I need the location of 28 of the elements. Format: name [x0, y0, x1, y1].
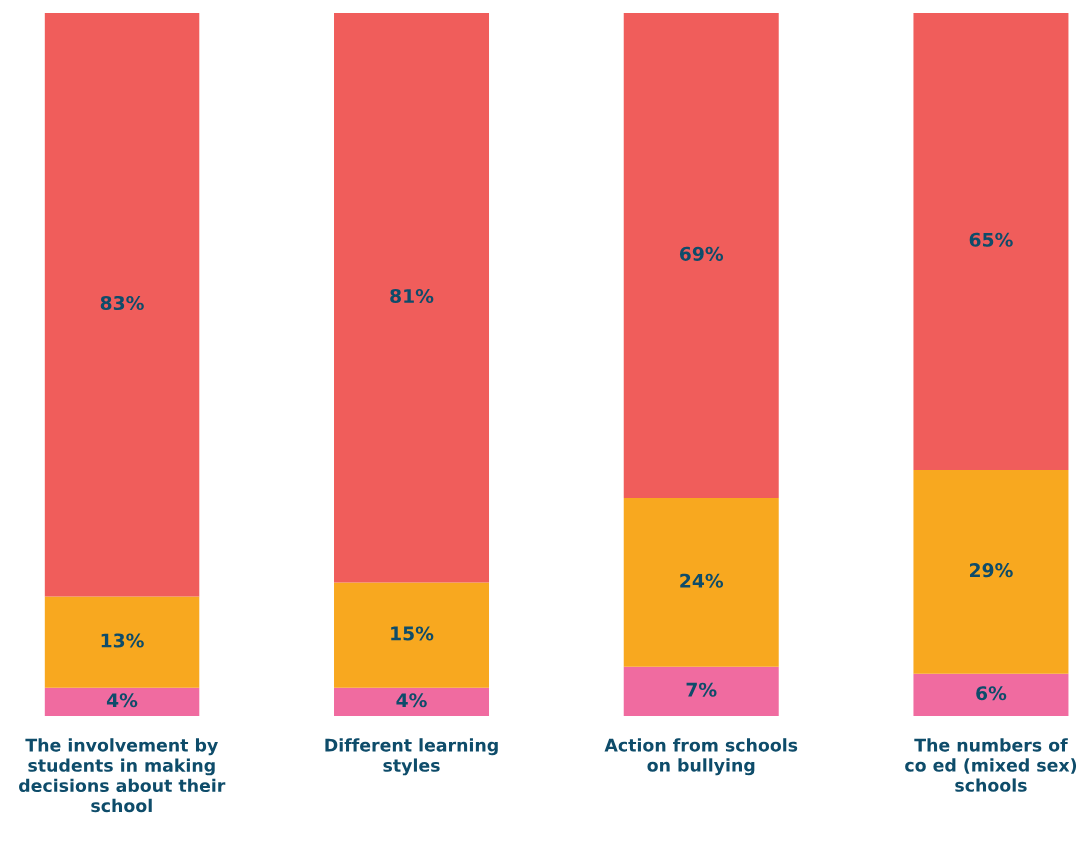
x-tick-label: Different learning styles — [325, 738, 498, 776]
x-tick-label: The numbers of co ed (mixed sex) schools — [905, 738, 1077, 792]
data-label: 24% — [680, 573, 724, 588]
bar — [913, 469, 1069, 674]
data-label: 7% — [686, 682, 717, 697]
data-label: 15% — [391, 626, 434, 641]
bar — [623, 498, 779, 667]
bar — [913, 673, 1069, 716]
bar — [913, 12, 1069, 470]
data-label: 81% — [390, 288, 434, 304]
bar — [44, 687, 200, 716]
bar — [623, 666, 779, 716]
x-tick-label: The involvement by students in making decisions about their school — [19, 738, 226, 813]
x-tick-label: Action from schools on bullying — [604, 738, 798, 776]
data-label: 29% — [970, 563, 1013, 578]
bar — [44, 596, 200, 688]
data-label: 69% — [679, 246, 724, 261]
bar — [334, 582, 490, 688]
data-label: 6% — [976, 686, 1007, 701]
data-label: 65% — [969, 232, 1013, 247]
data-label: 13% — [101, 633, 144, 648]
bar — [334, 12, 490, 583]
bar — [334, 687, 490, 716]
data-label: 83% — [100, 295, 144, 311]
bar — [623, 12, 779, 499]
data-label: 4% — [396, 693, 427, 708]
data-label: 4% — [106, 693, 138, 708]
bar — [44, 12, 200, 597]
